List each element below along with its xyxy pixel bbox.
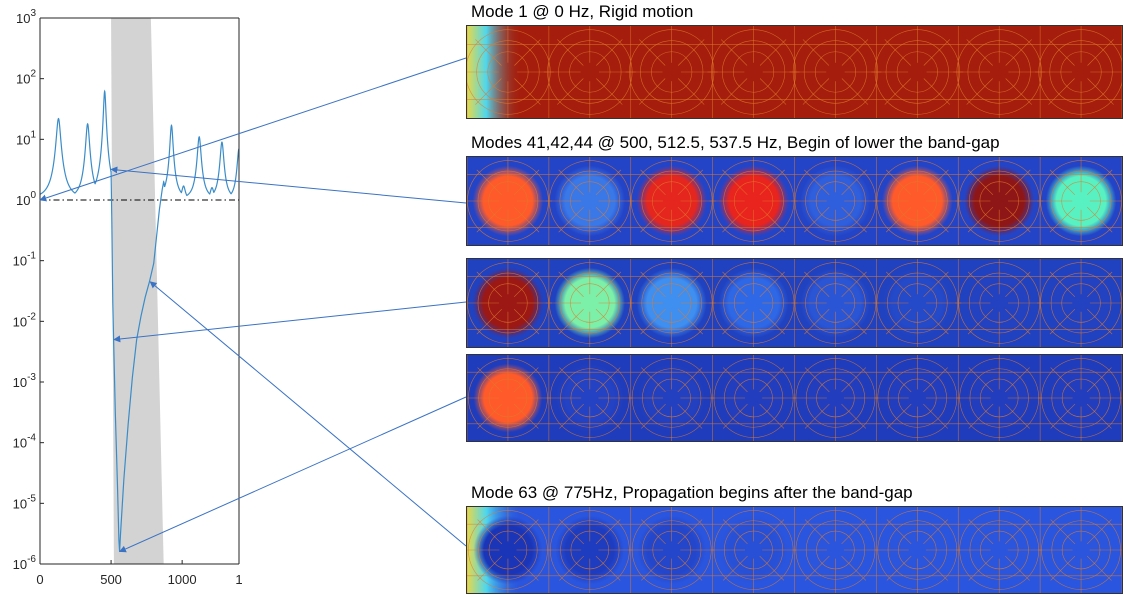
- y-tick-label: 101: [16, 129, 36, 147]
- mesh-overlay: [467, 507, 1122, 593]
- panel-5-caption: Mode 63 @ 775Hz, Propagation begins afte…: [471, 483, 913, 502]
- mode-shape-panel-2: [466, 156, 1123, 246]
- y-tick-label: 102: [16, 69, 36, 87]
- y-tick-label: 10-4: [13, 433, 37, 451]
- mode-shape-panel-4: [466, 354, 1123, 442]
- mode-shape-image-3: [467, 259, 1122, 347]
- panel-2-caption: Modes 41,42,44 @ 500, 512.5, 537.5 Hz, B…: [471, 133, 1000, 152]
- frf-chart: 103 102 101 100 10-1 10-2 10-3 10-4 10-5 10-6 0 50…: [13, 8, 243, 587]
- mode-shape-panel-1: [466, 25, 1123, 119]
- y-tick-label: 103: [16, 8, 36, 26]
- y-tick-label: 10-6: [13, 554, 37, 572]
- y-tick-label: 100: [16, 190, 36, 208]
- y-tick-labels: 103 102 101 100 10-1 10-2 10-3 10-4 10-5 10-6: [13, 8, 37, 572]
- y-tick-label: 10-5: [13, 493, 37, 511]
- x-tick-label: 1: [235, 572, 242, 587]
- mode-shape-image-1: [467, 26, 1122, 118]
- mesh-overlay: [467, 259, 1122, 347]
- panel-1-caption: Mode 1 @ 0 Hz, Rigid motion: [471, 2, 694, 21]
- x-tick-label: 500: [100, 572, 122, 587]
- y-tick-label: 10-3: [13, 372, 37, 390]
- mode-shape-image-4: [467, 355, 1122, 441]
- mode-shape-panel-3: [466, 258, 1123, 348]
- y-tick-label: 10-1: [13, 251, 37, 269]
- mesh-overlay: [467, 355, 1122, 441]
- mesh-overlay: [467, 26, 1122, 118]
- x-tick-labels: 0 500 1000 1: [36, 572, 242, 587]
- y-tick-label: 10-2: [13, 311, 37, 329]
- mode-shape-panel-5: [466, 506, 1123, 594]
- mode-shape-image-5: [467, 507, 1122, 593]
- x-tick-label: 0: [36, 572, 43, 587]
- mesh-overlay: [467, 157, 1122, 245]
- x-tick-label: 1000: [168, 572, 197, 587]
- mode-shape-image-2: [467, 157, 1122, 245]
